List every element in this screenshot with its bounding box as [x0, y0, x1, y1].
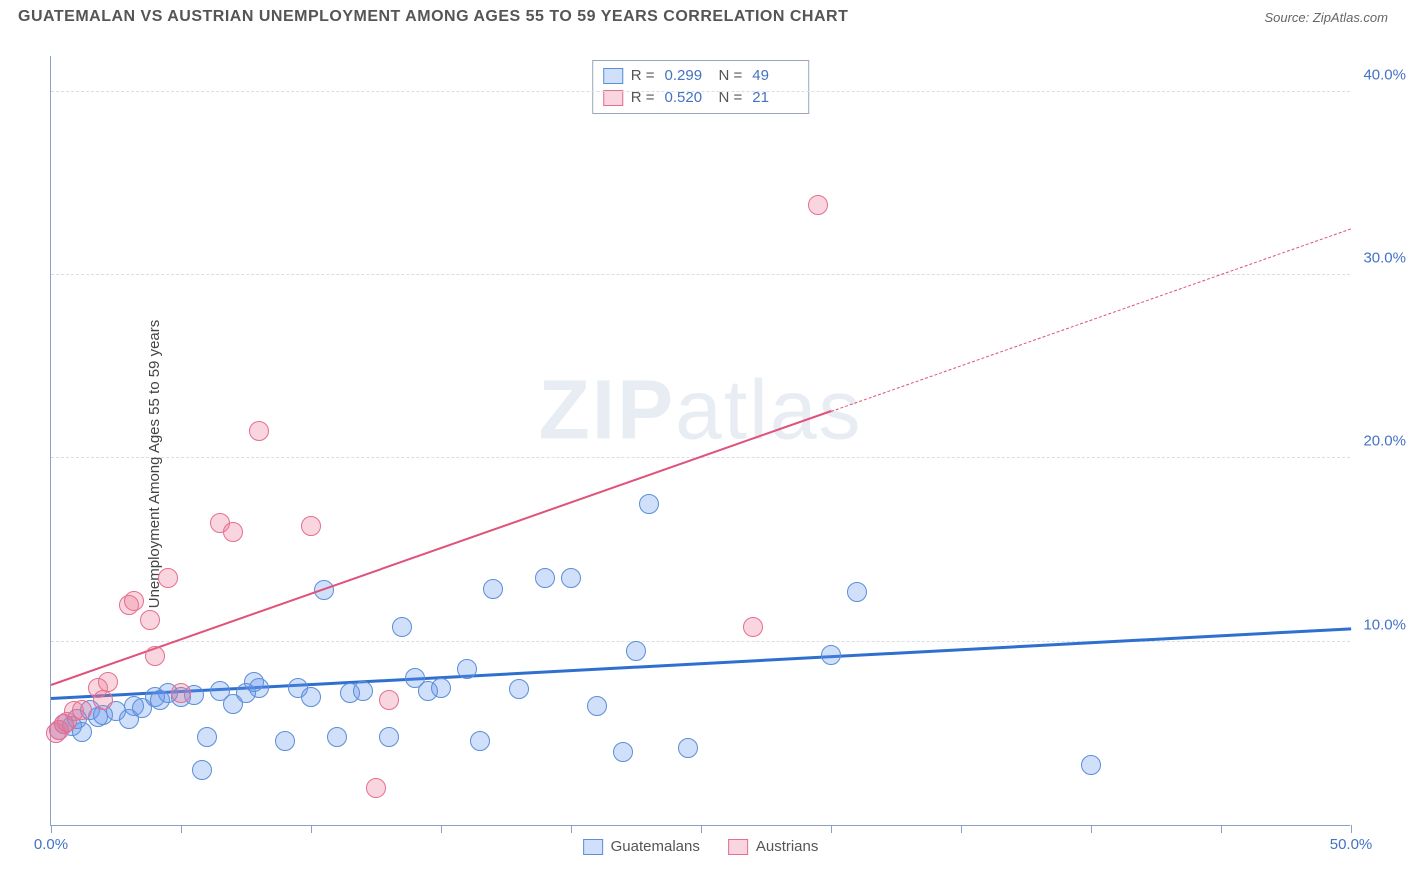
n-label: N = — [719, 65, 743, 87]
data-point — [171, 683, 191, 703]
data-point — [379, 690, 399, 710]
x-tick — [181, 825, 182, 833]
data-point — [587, 696, 607, 716]
data-point — [301, 687, 321, 707]
data-point — [1081, 755, 1101, 775]
data-point — [124, 591, 144, 611]
data-point — [535, 568, 555, 588]
data-point — [93, 690, 113, 710]
x-tick-label: 50.0% — [1330, 836, 1373, 853]
watermark: ZIPatlas — [538, 361, 862, 458]
data-point — [379, 727, 399, 747]
gridline — [51, 91, 1350, 92]
x-tick — [441, 825, 442, 833]
x-tick — [311, 825, 312, 833]
series-name: Guatemalans — [611, 838, 700, 855]
x-tick — [51, 825, 52, 833]
gridline — [51, 274, 1350, 275]
stats-legend-row: R = 0.299 N = 49 — [603, 65, 799, 87]
x-tick — [831, 825, 832, 833]
data-point — [470, 731, 490, 751]
series-legend-item: Austrians — [728, 838, 819, 855]
data-point — [808, 195, 828, 215]
x-tick — [1351, 825, 1352, 833]
data-point — [353, 681, 373, 701]
data-point — [327, 727, 347, 747]
data-point — [821, 645, 841, 665]
n-value: 49 — [752, 65, 798, 87]
data-point — [678, 738, 698, 758]
data-point — [366, 778, 386, 798]
data-point — [98, 672, 118, 692]
data-point — [639, 494, 659, 514]
data-point — [223, 522, 243, 542]
x-tick — [701, 825, 702, 833]
y-tick-label: 20.0% — [1363, 433, 1406, 450]
x-tick — [1221, 825, 1222, 833]
legend-swatch — [603, 68, 623, 84]
legend-swatch — [603, 90, 623, 106]
x-tick — [961, 825, 962, 833]
source-attribution: Source: ZipAtlas.com — [1264, 10, 1388, 25]
data-point — [192, 760, 212, 780]
trend-line — [51, 410, 832, 686]
correlation-chart: Unemployment Among Ages 55 to 59 years Z… — [0, 36, 1406, 892]
data-point — [140, 610, 160, 630]
data-point — [249, 421, 269, 441]
x-tick — [1091, 825, 1092, 833]
series-legend: Guatemalans Austrians — [583, 838, 819, 855]
y-tick-label: 10.0% — [1363, 616, 1406, 633]
page-title: GUATEMALAN VS AUSTRIAN UNEMPLOYMENT AMON… — [18, 8, 848, 26]
data-point — [72, 700, 92, 720]
data-point — [301, 516, 321, 536]
data-point — [626, 641, 646, 661]
plot-area: ZIPatlas R =0.299N =49R =0.520N =21 Guat… — [50, 56, 1350, 826]
data-point — [483, 579, 503, 599]
data-point — [743, 617, 763, 637]
data-point — [561, 568, 581, 588]
y-tick-label: 30.0% — [1363, 250, 1406, 267]
data-point — [847, 582, 867, 602]
data-point — [158, 568, 178, 588]
legend-swatch — [728, 839, 748, 855]
data-point — [457, 659, 477, 679]
r-label: R = — [631, 65, 655, 87]
data-point — [613, 742, 633, 762]
trend-line — [831, 228, 1351, 412]
series-legend-item: Guatemalans — [583, 838, 700, 855]
y-tick-label: 40.0% — [1363, 66, 1406, 83]
data-point — [145, 646, 165, 666]
data-point — [275, 731, 295, 751]
stats-legend: R =0.299N =49R =0.520N =21 — [592, 60, 810, 114]
legend-swatch — [583, 839, 603, 855]
data-point — [509, 679, 529, 699]
series-name: Austrians — [756, 838, 819, 855]
r-value: 0.299 — [665, 65, 711, 87]
data-point — [197, 727, 217, 747]
x-tick-label: 0.0% — [34, 836, 68, 853]
data-point — [392, 617, 412, 637]
data-point — [249, 678, 269, 698]
data-point — [431, 678, 451, 698]
x-tick — [571, 825, 572, 833]
